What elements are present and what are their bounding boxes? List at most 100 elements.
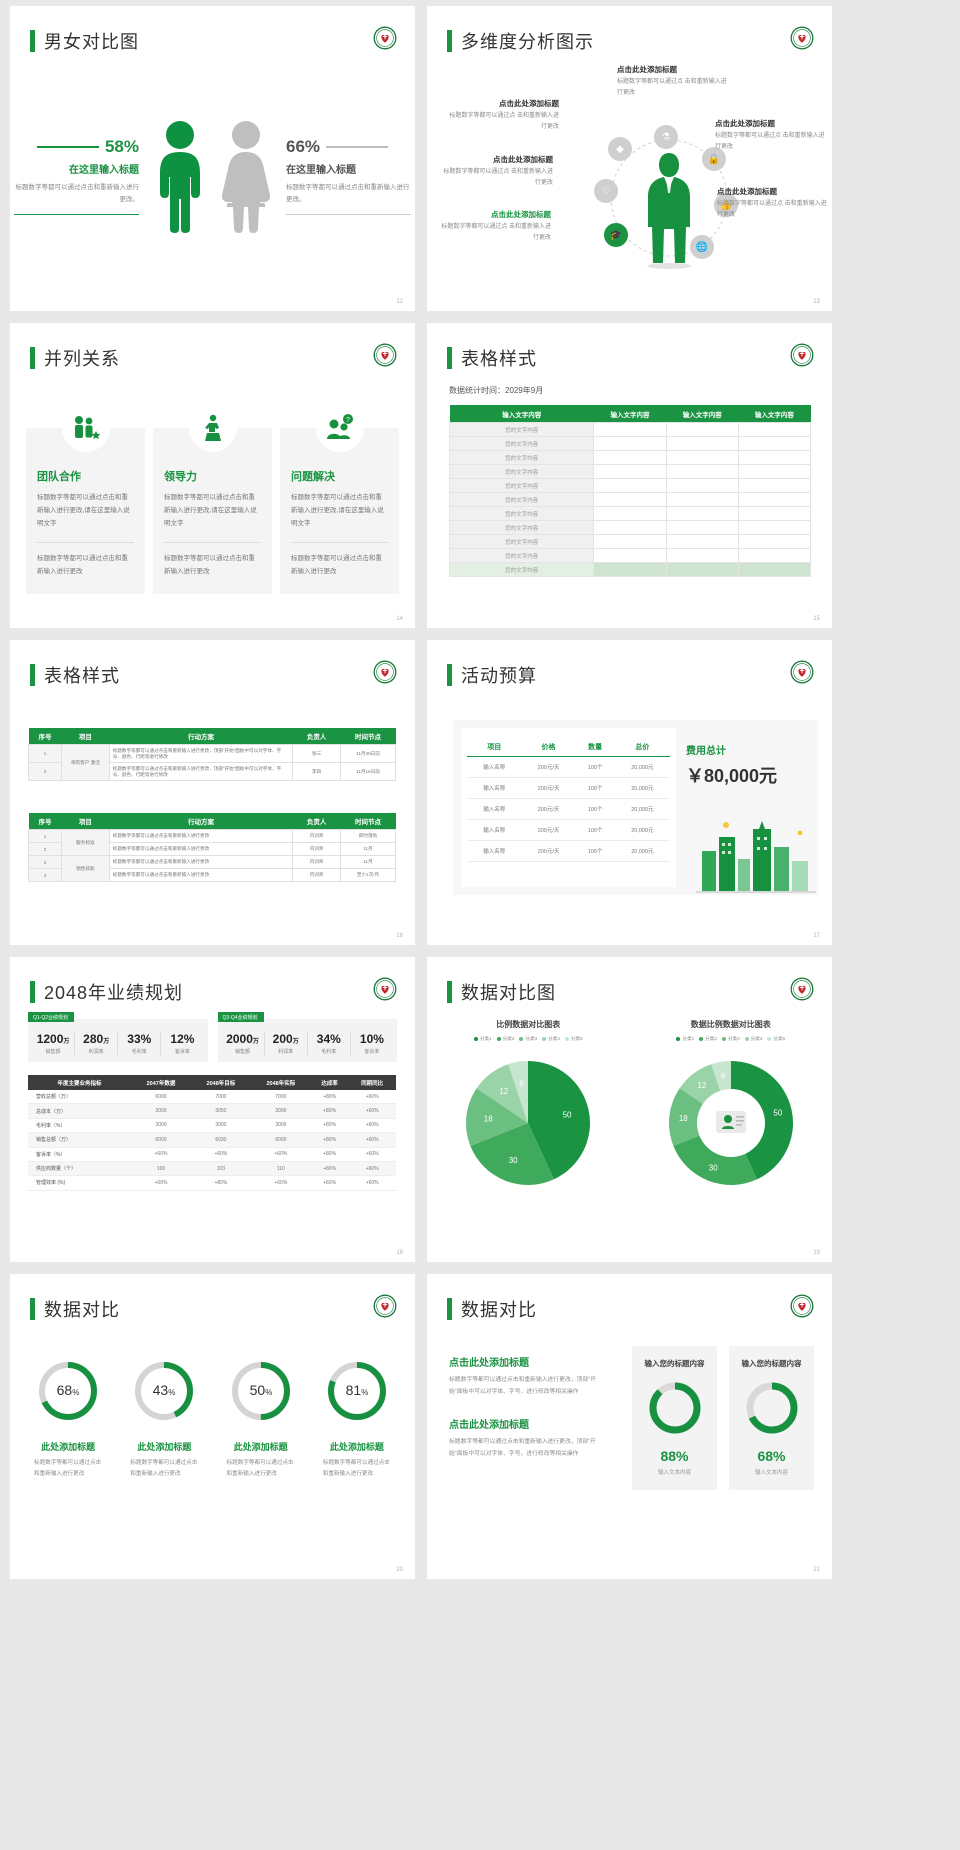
pie-charts: 比例数据对比图表 分类1 分类2 分类3 分类4 分类5 50 30 18 12 6 数据比例数… [427, 1019, 832, 1203]
gauge-card[interactable]: 输入您的标题内容 68% 输入文本内容 [729, 1346, 814, 1490]
pie-slice[interactable] [470, 1123, 555, 1185]
pie-legend: 分类1 分类2 分类3 分类4 分类5 [427, 1036, 630, 1042]
female-percent: 66% [286, 136, 321, 156]
table-row: 您的文字内容 [448, 478, 812, 493]
label-5-desc: 标题数字等都可以通过点 击和重新输入进行更改 [715, 133, 825, 150]
company-logo-icon [790, 1294, 814, 1318]
lock-icon[interactable]: 🔒 [702, 147, 726, 171]
table-cell-label: 您的文字内容 [448, 422, 595, 437]
globe-icon[interactable]: 🌐 [690, 235, 714, 259]
metrics-col-6: 同期同比 [348, 1075, 396, 1090]
budget-cell-total: 20,000元 [614, 840, 670, 862]
budget-cell-qty: 100个 [575, 840, 615, 862]
kpi-item: 10% 客诉率 [351, 1032, 393, 1055]
donut-chart: 50 30 18 12 6 [668, 1061, 793, 1185]
legend-swatch [721, 1037, 726, 1041]
metrics-cell: 7000 [190, 1090, 251, 1105]
business-metrics-table: 年度主要业务指标 2047年数据 2048年目标 2048年实际 达成率 同期同比 营收总… [28, 1075, 396, 1191]
city-skyline-illustration [696, 821, 816, 893]
company-logo-icon [790, 343, 814, 367]
pie-slice[interactable] [528, 1061, 591, 1180]
label-1-title: 点击此处添加标题 [499, 99, 559, 108]
pie-slice[interactable] [466, 1088, 529, 1146]
metrics-row-label: 销售总额（万） [28, 1132, 132, 1148]
label-6-desc: 标题数字等都可以通过点 击和重新输入进行更改 [717, 201, 827, 218]
budget-cell-price: 200元/天 [521, 819, 576, 841]
table-row: 您的文字内容 [448, 562, 812, 577]
gauge-card[interactable]: 输入您的标题内容 88% 输入文本内容 [632, 1346, 717, 1490]
budget-header-row: 项目 价格 数量 总价 [467, 738, 670, 757]
pie-slice-label: 18 [679, 1114, 688, 1123]
male-subtitle: 在这里输入标题 [69, 164, 139, 176]
gauge-value: 50% [249, 1382, 272, 1398]
slide-20-header: 数据对比 [30, 1296, 120, 1322]
b-r1-plan: 标题数字等都可以通过点击和重新输入进行更改 [108, 829, 294, 843]
slide-15: 表格样式 数据统计时间：2029年9月 输入文字内容 输入文字内容 输入文字内容… [427, 323, 832, 628]
card-heading: 输入您的标题内容 [644, 1359, 705, 1368]
card-teamwork[interactable]: 团队合作 标题数字等都可以通过点击和重新输入进行更改,请在这里输入说明文字 标题… [26, 404, 145, 594]
table-cell [665, 492, 739, 507]
a-r1-plan: 标题数字等都可以通过点击和重新输入进行更改，顶部“开始”面板中可以对字体、字号、… [108, 744, 294, 763]
page-title: 表格样式 [44, 666, 120, 686]
kpi-unit: 万 [252, 1039, 259, 1045]
card-1-body: 标题数字等都可以通过点击和重新输入进行更改,请在这里输入说明文字 [37, 494, 130, 527]
diamond-icon[interactable]: ◆ [608, 137, 632, 161]
pie-slice[interactable] [508, 1061, 529, 1123]
gauge-item: 50% 此处添加标题 标题数字等都可以通过点击和重新输入进行更改 [213, 1359, 309, 1480]
male-pct-row: 58% [36, 137, 139, 157]
donut-chart-block: 数据比例数据对比图表 分类1 分类2 分类3 分类4 分类5 50 30 18 12 6 [630, 1019, 833, 1203]
table-a-header-row: 序号 项目 行动方案 负责人 时间节点 [28, 728, 396, 745]
gauge-heading: 此处添加标题 [41, 1442, 96, 1452]
metrics-cell: +60% [131, 1147, 191, 1162]
kpi-unit: 万 [63, 1039, 70, 1045]
card-1-divider [37, 542, 134, 543]
heart-icon[interactable]: ♡ [594, 179, 618, 203]
table-cell [593, 492, 667, 507]
gauge-item: 68% 此处添加标题 标题数字等都可以通过点击和重新输入进行更改 [20, 1359, 116, 1480]
metrics-header-row: 年度主要业务指标 2047年数据 2048年目标 2048年实际 达成率 同期同比 [28, 1075, 396, 1090]
a-r2-plan: 标题数字等都可以通过点击和重新输入进行更改，顶部“开始”面板中可以对字体、字号、… [108, 762, 294, 781]
budget-cell-price: 200元/天 [521, 756, 576, 778]
metrics-cell: +60% [348, 1161, 396, 1177]
card-problem-solving[interactable]: ? 问题解决 标题数字等都可以通过点击和重新输入进行更改,请在这里输入说明文字 … [280, 404, 399, 594]
a-item-group: 保有客户 激活 [61, 744, 110, 781]
pie-chart-title: 比例数据对比图表 [496, 1020, 561, 1029]
metrics-cell: 7000 [250, 1090, 311, 1105]
legend-swatch [767, 1037, 772, 1041]
metrics-col-2: 2047年数据 [131, 1075, 191, 1090]
male-rule [36, 145, 99, 148]
kpi-item: 1200万 销售额 [32, 1032, 76, 1055]
table-cell [737, 548, 812, 563]
card-3-body: 标题数字等都可以通过点击和重新输入进行更改,请在这里输入说明文字 [291, 494, 384, 527]
b-col-3: 行动方案 [109, 813, 293, 830]
table-row: 您的文字内容 [448, 548, 812, 563]
graduation-cap-icon[interactable]: 🎓 [604, 223, 628, 247]
table-row: 3 销售技能 标题数字等都可以通过点击和重新输入进行更改 内训师 11月 [27, 855, 397, 882]
table-b-header-row: 序号 项目 行动方案 负责人 时间节点 [28, 813, 396, 830]
table-a-body: 1 保有客户 激活 标题数字等都可以通过点击和重新输入进行更改，顶部“开始”面板… [27, 744, 397, 781]
metrics-row-label: 供应商数量（个） [28, 1161, 132, 1177]
metrics-cell: +60% [348, 1175, 396, 1191]
metrics-cell: +60% [250, 1175, 311, 1191]
table-cell-label: 您的文字内容 [448, 520, 595, 535]
b-r3-time: 11月 [339, 855, 397, 869]
page-number: 15 [813, 616, 820, 622]
legend-swatch [519, 1037, 524, 1041]
gauge-heading: 此处添加标题 [233, 1442, 288, 1452]
flask-icon[interactable]: ⚗ [654, 125, 678, 149]
pie-chart: 50 30 18 12 6 [466, 1061, 591, 1185]
table-row: 输入名称 200元/天 100个 20,000元 [467, 840, 670, 862]
b-r2-owner: 内训师 [292, 842, 341, 856]
pie-slice[interactable] [476, 1064, 529, 1123]
b-r2-plan: 标题数字等都可以通过点击和重新输入进行更改 [108, 842, 294, 856]
card-leadership[interactable]: 领导力 标题数字等都可以通过点击和重新输入进行更改,请在这里输入说明文字 标题数… [153, 404, 272, 594]
budget-cell-total: 20,000元 [614, 798, 670, 820]
thumbs-up-icon[interactable]: 👍 [714, 193, 738, 217]
table-cell [593, 534, 667, 549]
budget-cell-item: 输入名称 [467, 756, 522, 778]
table-cell [737, 436, 812, 451]
female-rule [326, 145, 389, 148]
pie-slice-label: 30 [709, 1164, 718, 1173]
kpi-label: 利润率 [278, 1049, 294, 1055]
gauge-ring-chart [746, 1382, 797, 1434]
